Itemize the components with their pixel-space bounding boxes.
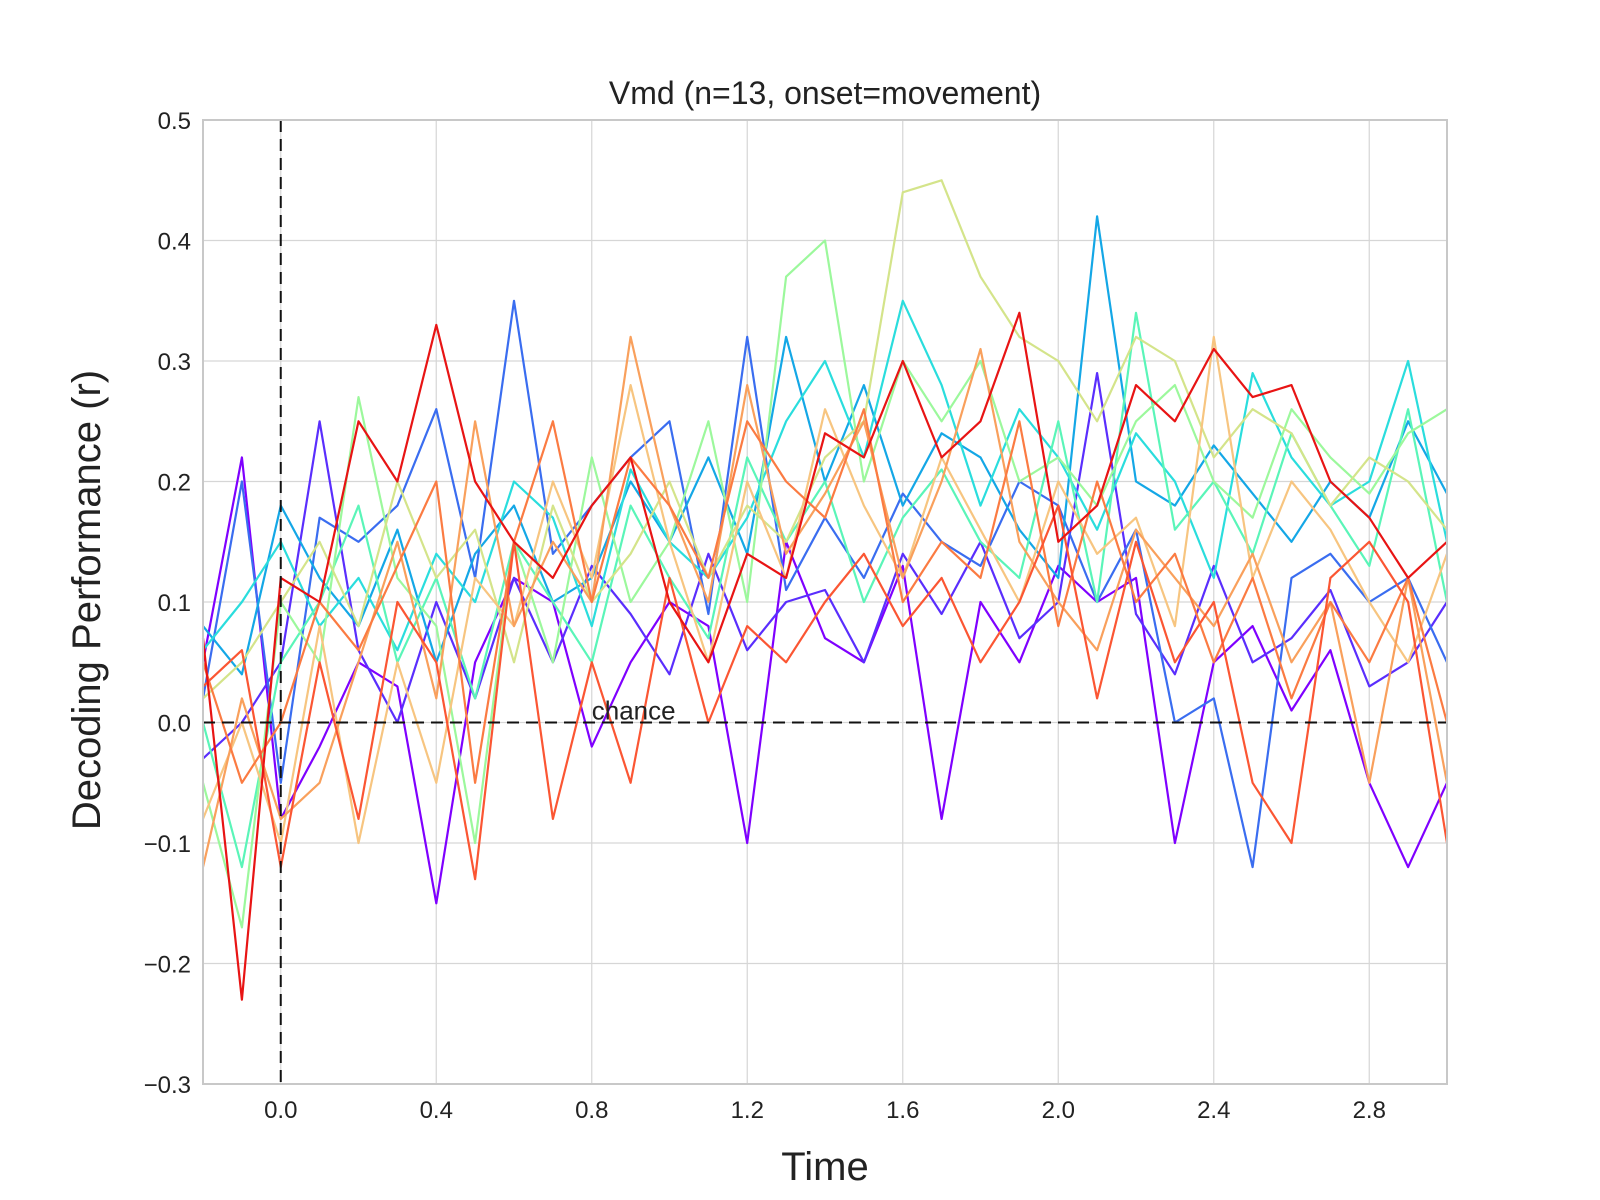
- x-tick-label: 1.6: [886, 1097, 919, 1124]
- chance-label: chance: [592, 696, 676, 726]
- series-group: [201, 179, 1449, 1001]
- plot-frame: [202, 119, 1448, 1085]
- y-tick-labels: −0.3 −0.2 −0.1 0.0 0.1 0.2 0.3 0.4 0.5: [144, 108, 191, 1099]
- y-tick-label: 0.1: [158, 590, 191, 617]
- x-tick-label: 0.8: [575, 1097, 608, 1124]
- series-line-10: [201, 335, 1449, 868]
- x-tick-labels: 0.0 0.4 0.8 1.2 1.6 2.0 2.4 2.8: [264, 1097, 1386, 1124]
- y-tick-label: −0.2: [144, 952, 191, 979]
- annotations: chance: [592, 696, 676, 726]
- series-line-12: [202, 504, 1449, 881]
- x-tick-label: 1.2: [731, 1097, 764, 1124]
- x-tick-label: 0.4: [420, 1097, 453, 1124]
- chart-title: Vmd (n=13, onset=movement): [609, 75, 1041, 111]
- y-tick-label: 0.5: [158, 108, 191, 135]
- y-tick-label: 0.3: [158, 349, 191, 376]
- y-tick-label: 0.0: [158, 711, 191, 738]
- series-line-6: [201, 311, 1449, 869]
- y-tick-label: 0.4: [158, 229, 191, 256]
- y-axis-label: Decoding Performance (r): [65, 370, 109, 830]
- y-tick-label: −0.3: [144, 1072, 191, 1099]
- series-line-8: [202, 179, 1448, 700]
- x-axis-label: Time: [781, 1145, 868, 1189]
- y-tick-label: −0.1: [144, 831, 191, 858]
- series-line-11: [201, 408, 1449, 784]
- series-line-1: [201, 456, 1448, 905]
- x-tick-label: 2.8: [1353, 1097, 1386, 1124]
- series-line-2: [202, 372, 1448, 760]
- reference-lines: [203, 120, 1447, 1084]
- x-tick-label: 2.0: [1042, 1097, 1075, 1124]
- x-tick-label: 2.4: [1197, 1097, 1230, 1124]
- x-tick-label: 0.0: [264, 1097, 297, 1124]
- series-line-9: [201, 335, 1449, 845]
- series-line-13: [201, 311, 1448, 1001]
- y-tick-label: 0.2: [158, 470, 191, 497]
- series-line-5: [202, 299, 1449, 652]
